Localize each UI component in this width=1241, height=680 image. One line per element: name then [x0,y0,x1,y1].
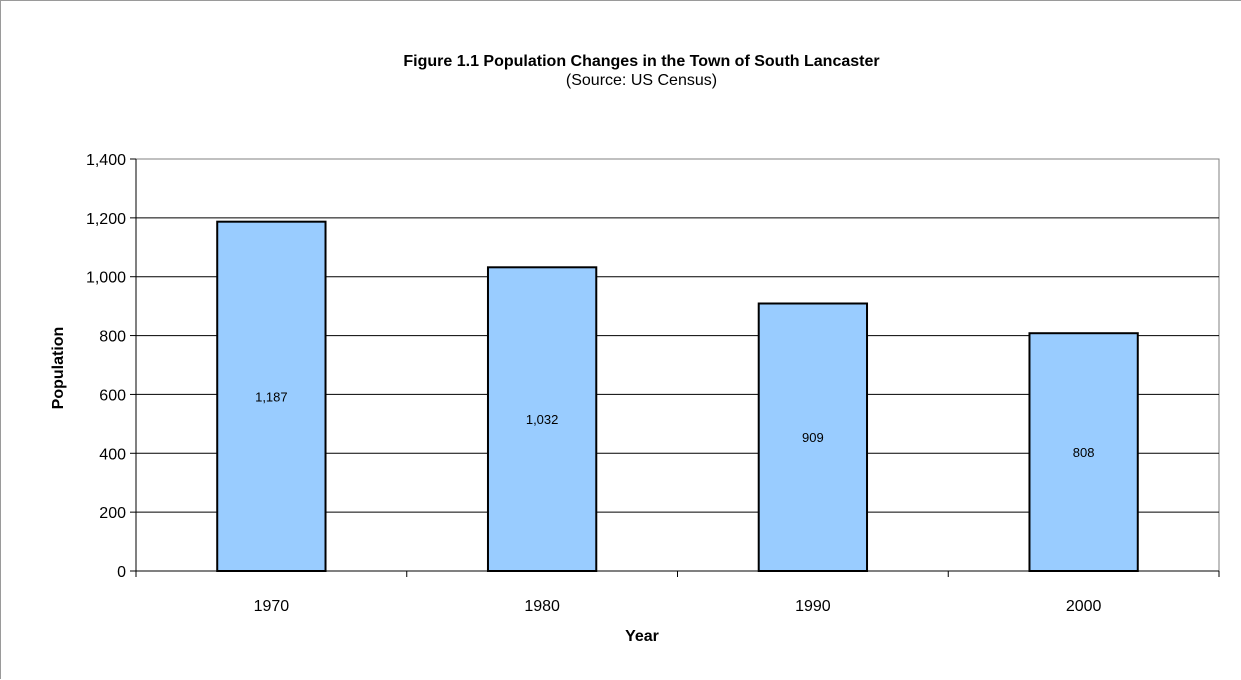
y-tick-label: 600 [99,387,126,404]
data-label-1970: 1,187 [255,389,288,404]
data-label-1990: 909 [802,430,824,445]
y-tick-label: 800 [99,329,126,346]
y-tick-label: 1,000 [86,270,126,287]
bar-1970 [216,220,327,572]
bar-1990 [757,302,869,572]
y-tick-label: 400 [99,446,126,463]
chart-title: Figure 1.1 Population Changes in the Tow… [403,53,880,70]
chart-subtitle: (Source: US Census) [565,72,718,89]
bar-2000 [1028,332,1139,572]
x-tick-label-1970: 1970 [254,598,290,615]
x-tick-label-2000: 2000 [1066,598,1102,615]
labels: 0 200 400 600 800 1,000 1,200 1,400 1,187 1970 1,0… [86,152,1102,615]
y-tick-label: 1,200 [86,211,126,228]
y-tick-label: 1,400 [86,152,126,169]
x-axis-title: Year [625,628,659,645]
y-tick-label: 0 [117,564,126,581]
data-label-2000: 808 [1073,445,1095,460]
bars [216,220,1139,572]
x-tick-label-1980: 1980 [524,598,560,615]
bar-1980 [486,266,598,572]
data-label-1980: 1,032 [526,412,559,427]
axes [130,158,1220,577]
x-tick-label-1990: 1990 [795,598,831,615]
y-tick-label: 200 [99,505,126,522]
y-axis-title: Population [50,327,67,410]
